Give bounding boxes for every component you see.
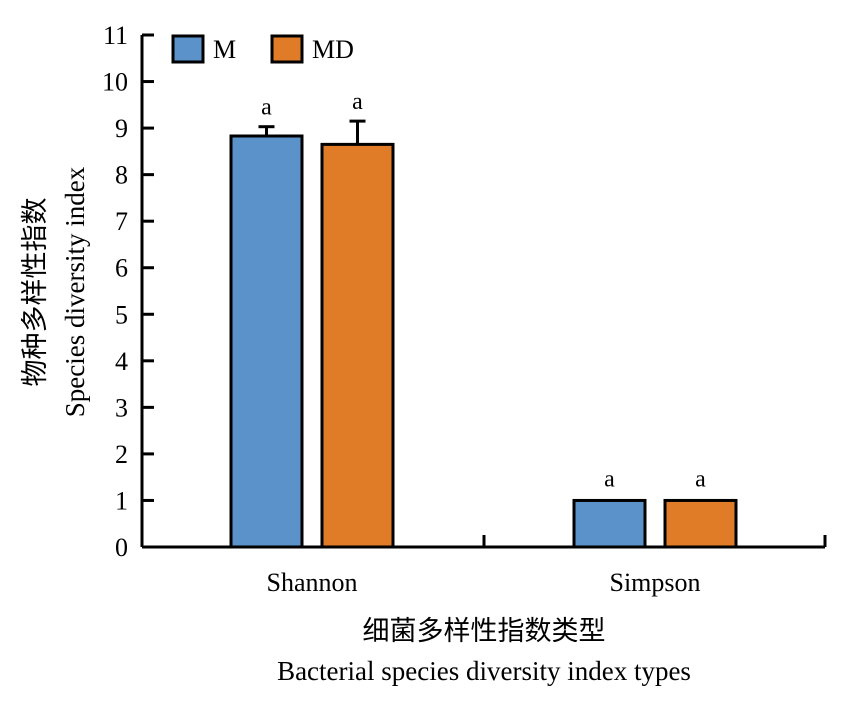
bar-md-shannon (320, 142, 395, 549)
legend-swatch-md (270, 34, 304, 64)
x-axis-title-cn: 细菌多样性指数类型 (363, 616, 606, 646)
y-tick-label-11: 11 (103, 21, 128, 50)
axes-layer: 0 1 2 3 4 5 6 7 8 9 10 11 (102, 21, 827, 562)
significance-label-md-simpson: a (695, 466, 706, 492)
y-tick-label-9: 9 (115, 114, 128, 143)
y-tick-label-2: 2 (115, 440, 128, 469)
y-axis-title-cn: 物种多样性指数 (20, 198, 50, 387)
bars-layer: a a a a (229, 89, 738, 549)
y-tick-label-7: 7 (115, 207, 128, 236)
legend-label-md: MD (312, 35, 354, 64)
significance-label-m-shannon: a (261, 95, 272, 121)
x-tick-label-shannon: Shannon (267, 568, 358, 597)
y-tick-label-5: 5 (115, 300, 128, 329)
x-axis-title-en: Bacterial species diversity index types (277, 656, 691, 686)
x-tick-label-simpson: Simpson (609, 568, 700, 597)
y-tick-label-10: 10 (102, 68, 128, 97)
y-axis-title-en: Species diversity index (60, 166, 90, 417)
y-tick-label-3: 3 (115, 393, 128, 422)
significance-label-md-shannon: a (352, 89, 363, 115)
y-tick-label-0: 0 (115, 533, 128, 562)
legend-label-m: M (213, 35, 236, 64)
y-tick-label-1: 1 (115, 486, 128, 515)
legend: M MD (171, 34, 354, 64)
bar-m-shannon (229, 134, 304, 549)
y-tick-label-6: 6 (115, 254, 128, 283)
y-tick-label-4: 4 (115, 347, 128, 376)
y-tick-label-8: 8 (115, 161, 128, 190)
legend-swatch-m (171, 34, 205, 64)
bar-md-simpson (663, 498, 738, 549)
significance-label-m-simpson: a (604, 466, 615, 492)
bar-m-simpson (572, 498, 647, 549)
